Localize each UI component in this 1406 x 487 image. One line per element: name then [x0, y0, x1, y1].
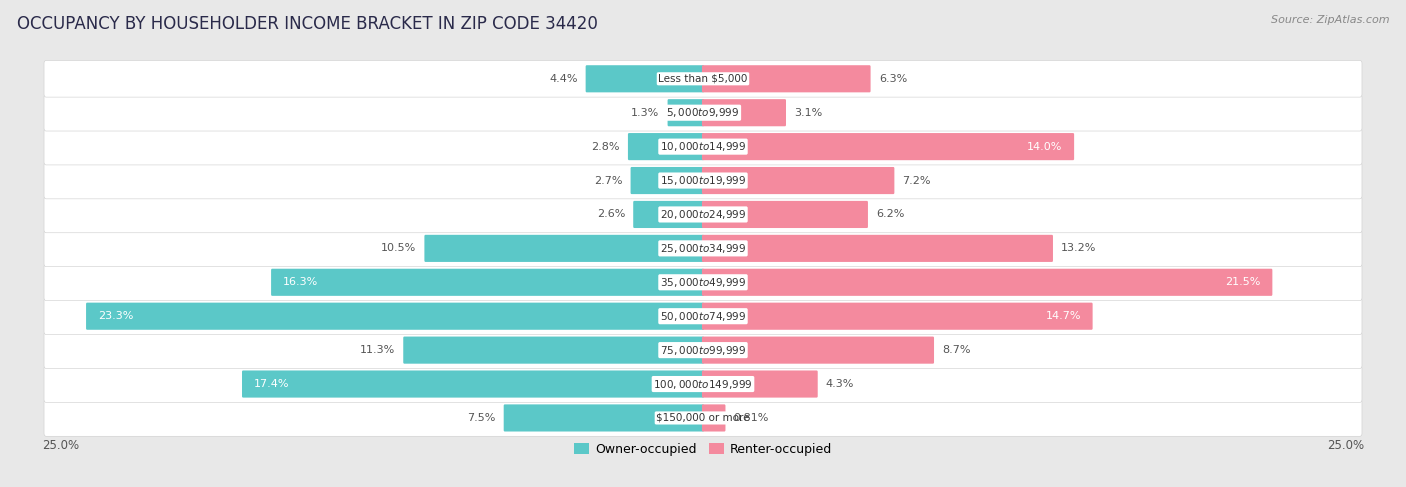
FancyBboxPatch shape	[628, 133, 704, 160]
Text: 7.2%: 7.2%	[903, 175, 931, 186]
Text: $10,000 to $14,999: $10,000 to $14,999	[659, 140, 747, 153]
Text: 25.0%: 25.0%	[1327, 439, 1364, 452]
Text: 25.0%: 25.0%	[42, 439, 79, 452]
Text: Source: ZipAtlas.com: Source: ZipAtlas.com	[1271, 15, 1389, 25]
FancyBboxPatch shape	[44, 332, 1362, 369]
Text: $20,000 to $24,999: $20,000 to $24,999	[659, 208, 747, 221]
Text: 6.3%: 6.3%	[879, 74, 907, 84]
FancyBboxPatch shape	[44, 196, 1362, 233]
FancyBboxPatch shape	[702, 65, 870, 93]
Text: 2.7%: 2.7%	[593, 175, 623, 186]
FancyBboxPatch shape	[44, 162, 1362, 199]
FancyBboxPatch shape	[44, 366, 1362, 402]
FancyBboxPatch shape	[586, 65, 704, 93]
Text: $35,000 to $49,999: $35,000 to $49,999	[659, 276, 747, 289]
Text: $50,000 to $74,999: $50,000 to $74,999	[659, 310, 747, 323]
FancyBboxPatch shape	[668, 99, 704, 126]
Text: 14.0%: 14.0%	[1028, 142, 1063, 151]
Text: 8.7%: 8.7%	[942, 345, 970, 355]
Text: Less than $5,000: Less than $5,000	[658, 74, 748, 84]
Text: 11.3%: 11.3%	[360, 345, 395, 355]
Text: 7.5%: 7.5%	[467, 413, 495, 423]
Text: 21.5%: 21.5%	[1226, 277, 1261, 287]
FancyBboxPatch shape	[702, 302, 1092, 330]
FancyBboxPatch shape	[44, 298, 1362, 335]
Text: 17.4%: 17.4%	[253, 379, 290, 389]
FancyBboxPatch shape	[44, 264, 1362, 300]
FancyBboxPatch shape	[44, 400, 1362, 436]
Text: $100,000 to $149,999: $100,000 to $149,999	[654, 377, 752, 391]
Text: $150,000 or more: $150,000 or more	[657, 413, 749, 423]
Text: $15,000 to $19,999: $15,000 to $19,999	[659, 174, 747, 187]
FancyBboxPatch shape	[702, 337, 934, 364]
FancyBboxPatch shape	[86, 302, 704, 330]
FancyBboxPatch shape	[702, 404, 725, 431]
Text: 23.3%: 23.3%	[97, 311, 134, 321]
FancyBboxPatch shape	[702, 99, 786, 126]
Text: $25,000 to $34,999: $25,000 to $34,999	[659, 242, 747, 255]
FancyBboxPatch shape	[702, 269, 1272, 296]
Text: $75,000 to $99,999: $75,000 to $99,999	[659, 344, 747, 356]
FancyBboxPatch shape	[44, 230, 1362, 267]
FancyBboxPatch shape	[503, 404, 704, 431]
FancyBboxPatch shape	[702, 133, 1074, 160]
Text: 4.4%: 4.4%	[548, 74, 578, 84]
FancyBboxPatch shape	[44, 60, 1362, 97]
Text: 3.1%: 3.1%	[794, 108, 823, 118]
FancyBboxPatch shape	[702, 235, 1053, 262]
FancyBboxPatch shape	[425, 235, 704, 262]
FancyBboxPatch shape	[702, 201, 868, 228]
Text: 2.6%: 2.6%	[596, 209, 626, 220]
Text: 6.2%: 6.2%	[876, 209, 904, 220]
Text: 14.7%: 14.7%	[1046, 311, 1081, 321]
FancyBboxPatch shape	[630, 167, 704, 194]
FancyBboxPatch shape	[44, 128, 1362, 165]
Text: 1.3%: 1.3%	[631, 108, 659, 118]
FancyBboxPatch shape	[702, 167, 894, 194]
Text: 10.5%: 10.5%	[381, 244, 416, 253]
Legend: Owner-occupied, Renter-occupied: Owner-occupied, Renter-occupied	[568, 437, 838, 461]
FancyBboxPatch shape	[633, 201, 704, 228]
Text: 13.2%: 13.2%	[1062, 244, 1097, 253]
Text: 0.81%: 0.81%	[734, 413, 769, 423]
FancyBboxPatch shape	[271, 269, 704, 296]
FancyBboxPatch shape	[242, 371, 704, 397]
FancyBboxPatch shape	[404, 337, 704, 364]
Text: 4.3%: 4.3%	[825, 379, 855, 389]
Text: OCCUPANCY BY HOUSEHOLDER INCOME BRACKET IN ZIP CODE 34420: OCCUPANCY BY HOUSEHOLDER INCOME BRACKET …	[17, 15, 598, 33]
Text: 2.8%: 2.8%	[592, 142, 620, 151]
FancyBboxPatch shape	[44, 94, 1362, 131]
Text: $5,000 to $9,999: $5,000 to $9,999	[666, 106, 740, 119]
FancyBboxPatch shape	[702, 371, 818, 397]
Text: 16.3%: 16.3%	[283, 277, 318, 287]
